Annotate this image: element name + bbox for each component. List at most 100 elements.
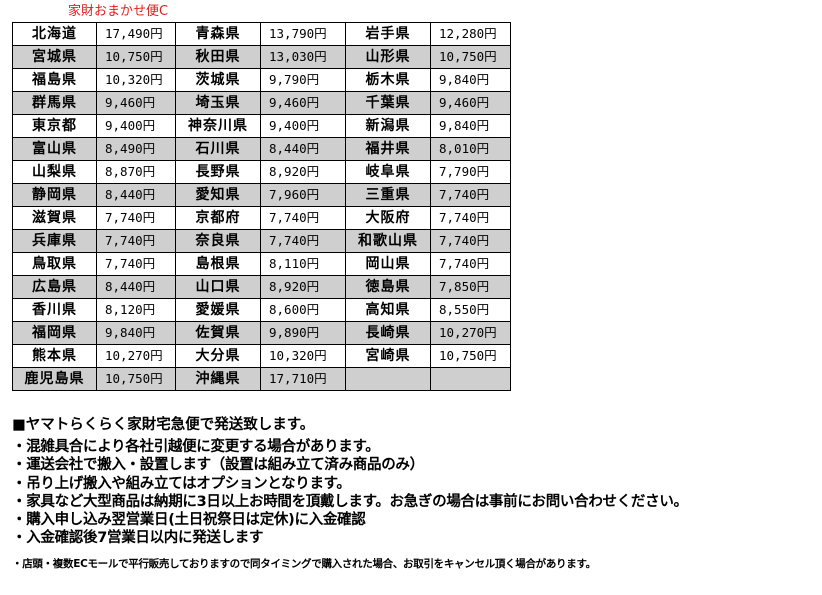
price-cell: 7,740円	[96, 229, 176, 253]
prefecture-cell: 秋田県	[175, 45, 261, 69]
price-cell: 8,440円	[96, 275, 176, 299]
note-item: ・入金確認後7営業日以内に発送します	[12, 530, 264, 547]
prefecture-cell: 長崎県	[345, 321, 431, 345]
prefecture-cell: 群馬県	[12, 91, 97, 115]
prefecture-cell: 青森県	[175, 22, 261, 46]
prefecture-cell: 長野県	[175, 160, 261, 184]
price-cell: 7,790円	[430, 160, 511, 184]
price-cell: 8,010円	[430, 137, 511, 161]
price-cell: 10,750円	[96, 45, 176, 69]
prefecture-cell: 岡山県	[345, 252, 431, 276]
price-cell: 9,460円	[260, 91, 346, 115]
price-cell: 8,600円	[260, 298, 346, 322]
prefecture-cell: 広島県	[12, 275, 97, 299]
prefecture-cell: 鳥取県	[12, 252, 97, 276]
prefecture-cell: 山梨県	[12, 160, 97, 184]
prefecture-cell: 奈良県	[175, 229, 261, 253]
table-row: 福島県 10,320円 茨城県 9,790円 栃木県 9,840円	[12, 68, 511, 92]
note-item: ・運送会社で搬入・設置します（設置は組み立て済み商品のみ）	[12, 457, 424, 474]
prefecture-cell: 愛媛県	[175, 298, 261, 322]
price-cell: 8,110円	[260, 252, 346, 276]
price-cell: 9,840円	[430, 114, 511, 138]
price-cell: 13,790円	[260, 22, 346, 46]
prefecture-cell: 和歌山県	[345, 229, 431, 253]
table-row: 山梨県 8,870円 長野県 8,920円 岐阜県 7,790円	[12, 160, 511, 184]
price-cell: 17,710円	[260, 367, 346, 391]
prefecture-cell: 島根県	[175, 252, 261, 276]
price-cell: 8,490円	[96, 137, 176, 161]
prefecture-cell: 山口県	[175, 275, 261, 299]
price-cell: 7,850円	[430, 275, 511, 299]
price-cell: 13,030円	[260, 45, 346, 69]
price-cell: 8,120円	[96, 298, 176, 322]
price-cell: 9,890円	[260, 321, 346, 345]
note-item: ・吊り上げ搬入や組み立てはオプションとなります。	[12, 475, 351, 492]
prefecture-cell: 大阪府	[345, 206, 431, 230]
prefecture-cell: 宮崎県	[345, 344, 431, 368]
price-cell: 7,740円	[430, 206, 511, 230]
prefecture-cell: 沖縄県	[175, 367, 261, 391]
table-row: 富山県 8,490円 石川県 8,440円 福井県 8,010円	[12, 137, 511, 161]
prefecture-cell: 静岡県	[12, 183, 97, 207]
price-cell: 9,400円	[260, 114, 346, 138]
price-cell: 8,920円	[260, 160, 346, 184]
table-row: 鳥取県 7,740円 島根県 8,110円 岡山県 7,740円	[12, 252, 511, 276]
table-row: 鹿児島県 10,750円 沖縄県 17,710円	[12, 367, 511, 391]
price-cell: 7,740円	[260, 206, 346, 230]
prefecture-cell: 大分県	[175, 344, 261, 368]
price-cell: 8,550円	[430, 298, 511, 322]
price-cell: 17,490円	[96, 22, 176, 46]
prefecture-cell: 岐阜県	[345, 160, 431, 184]
prefecture-cell: 三重県	[345, 183, 431, 207]
price-cell: 9,840円	[430, 68, 511, 92]
price-cell: 10,320円	[260, 344, 346, 368]
price-cell: 9,790円	[260, 68, 346, 92]
price-cell: 10,750円	[96, 367, 176, 391]
price-cell: 9,400円	[96, 114, 176, 138]
price-cell: 8,870円	[96, 160, 176, 184]
prefecture-cell: 富山県	[12, 137, 97, 161]
prefecture-cell: 福岡県	[12, 321, 97, 345]
prefecture-cell: 京都府	[175, 206, 261, 230]
shipping-notes: ■ヤマトらくらく家財宅急便で発送致します。 ・混雑具合により各社引越便に変更する…	[12, 416, 688, 548]
prefecture-cell: 福島県	[12, 68, 97, 92]
price-cell: 10,750円	[430, 45, 511, 69]
price-cell: 12,280円	[430, 22, 511, 46]
prefecture-cell: 東京都	[12, 114, 97, 138]
price-cell: 7,740円	[430, 229, 511, 253]
price-cell: 7,740円	[96, 206, 176, 230]
prefecture-cell	[345, 367, 431, 391]
table-caption: 家財おまかせ便C	[68, 4, 169, 19]
prefecture-cell: 愛知県	[175, 183, 261, 207]
prefecture-cell: 埼玉県	[175, 91, 261, 115]
table-row: 静岡県 8,440円 愛知県 7,960円 三重県 7,740円	[12, 183, 511, 207]
price-cell: 9,460円	[96, 91, 176, 115]
prefecture-cell: 北海道	[12, 22, 97, 46]
table-row: 滋賀県 7,740円 京都府 7,740円 大阪府 7,740円	[12, 206, 511, 230]
prefecture-cell: 新潟県	[345, 114, 431, 138]
prefecture-cell: 茨城県	[175, 68, 261, 92]
note-item: ・混雑具合により各社引越便に変更する場合があります。	[12, 439, 380, 455]
prefecture-cell: 神奈川県	[175, 114, 261, 138]
price-cell: 8,440円	[96, 183, 176, 207]
price-cell: 8,440円	[260, 137, 346, 161]
price-cell: 9,460円	[430, 91, 511, 115]
table-row: 熊本県 10,270円 大分県 10,320円 宮崎県 10,750円	[12, 344, 511, 368]
table-row: 東京都 9,400円 神奈川県 9,400円 新潟県 9,840円	[12, 114, 511, 138]
price-cell	[430, 367, 511, 391]
notes-heading: ■ヤマトらくらく家財宅急便で発送致します。	[12, 417, 315, 433]
table-row: 北海道 17,490円 青森県 13,790円 岩手県 12,280円	[12, 22, 511, 46]
prefecture-cell: 兵庫県	[12, 229, 97, 253]
price-cell: 10,270円	[430, 321, 511, 345]
price-cell: 7,960円	[260, 183, 346, 207]
prefecture-cell: 千葉県	[345, 91, 431, 115]
prefecture-cell: 岩手県	[345, 22, 431, 46]
prefecture-cell: 佐賀県	[175, 321, 261, 345]
prefecture-cell: 高知県	[345, 298, 431, 322]
table-row: 宮城県 10,750円 秋田県 13,030円 山形県 10,750円	[12, 45, 511, 69]
table-row: 群馬県 9,460円 埼玉県 9,460円 千葉県 9,460円	[12, 91, 511, 115]
price-cell: 7,740円	[260, 229, 346, 253]
prefecture-cell: 熊本県	[12, 344, 97, 368]
prefecture-cell: 福井県	[345, 137, 431, 161]
shipping-rate-table: 北海道 17,490円 青森県 13,790円 岩手県 12,280円 宮城県 10,750円…	[12, 22, 511, 391]
